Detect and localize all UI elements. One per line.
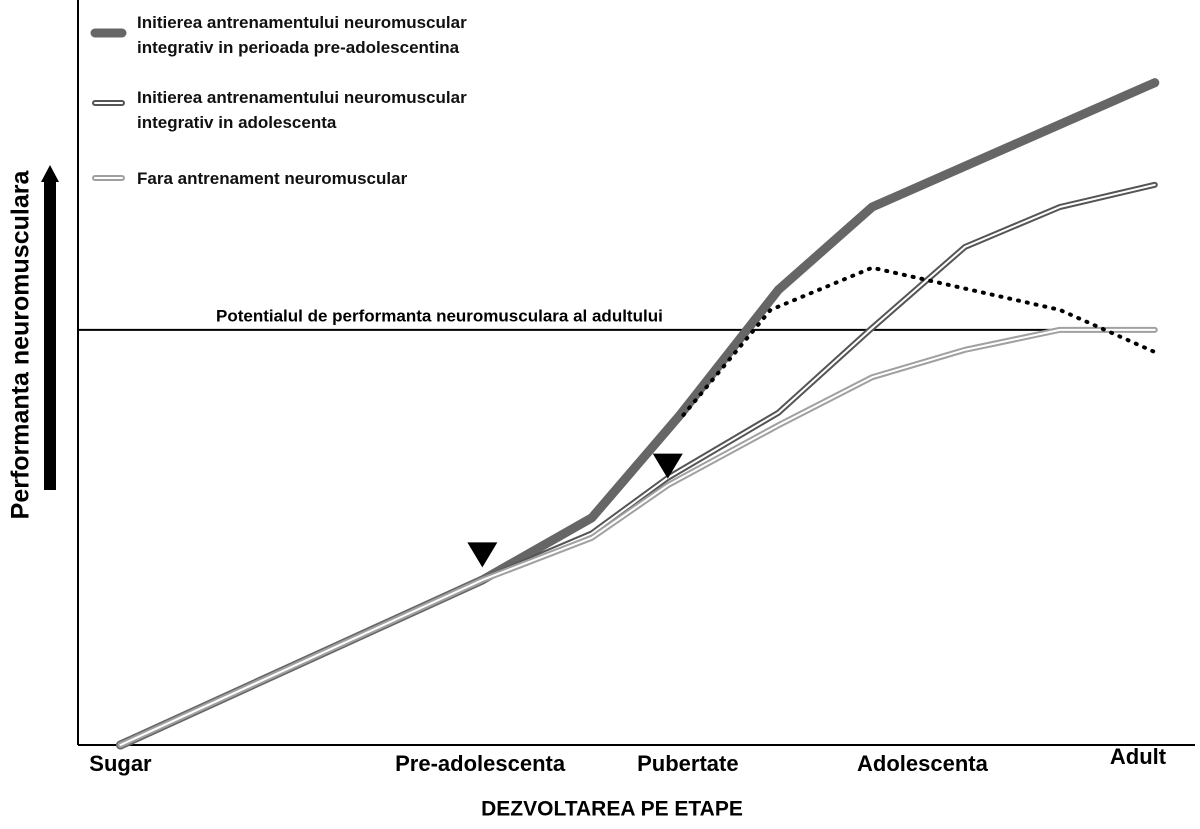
x-axis-label: DEZVOLTAREA PE ETAPE <box>481 798 743 821</box>
series-line <box>681 265 1157 417</box>
x-tick-label: Pubertate <box>637 751 738 776</box>
x-tick-label: Adult <box>1110 744 1167 769</box>
x-tick-label: Sugar <box>89 751 152 776</box>
legend-samples <box>90 28 127 181</box>
stage-marker <box>467 542 498 568</box>
series-line-inner <box>119 328 1156 746</box>
stage-marker <box>652 453 683 479</box>
legend-label: Initierea antrenamentului neuromuscular … <box>137 88 467 132</box>
reference-label: Potentialul de performanta neuromuscular… <box>216 306 663 325</box>
y-axis-label: Performanta neuromusculara <box>7 170 35 520</box>
x-tick-label: Adolescenta <box>857 751 989 776</box>
y-arrow-shaft <box>44 180 56 490</box>
legend-label: Fara antrenament neuromuscular <box>137 169 408 188</box>
series-line <box>117 326 1158 748</box>
legend-label: Initierea antrenamentului neuromuscular … <box>137 13 467 57</box>
y-arrow-head <box>41 165 59 182</box>
x-tick-label: Pre-adolescenta <box>395 751 566 776</box>
